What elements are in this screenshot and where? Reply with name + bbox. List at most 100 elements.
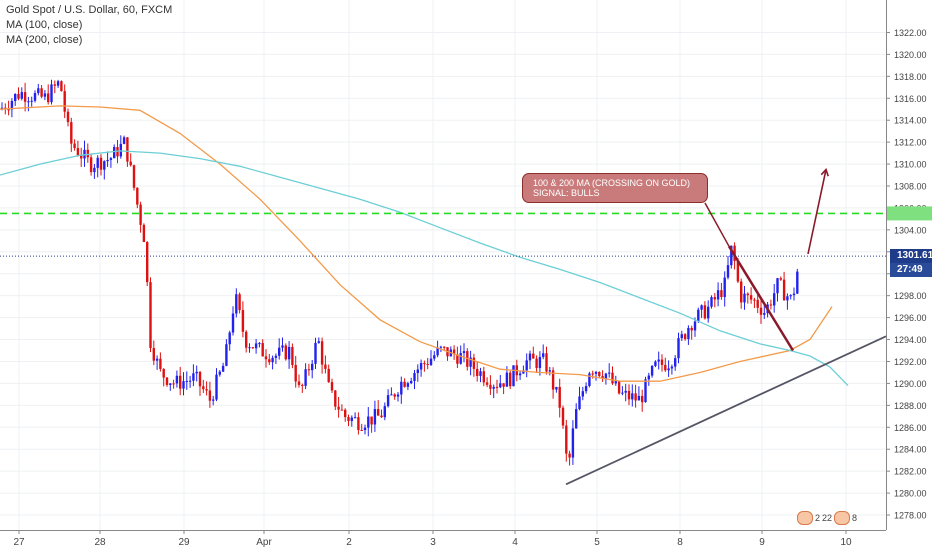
candle-bear (370, 416, 373, 425)
candle-bear (561, 407, 565, 426)
candle-bear (251, 347, 254, 349)
y-tick-label: 1286.00 (894, 423, 927, 433)
candle-bear (307, 369, 311, 371)
candle-bear (76, 148, 80, 156)
candle-bull (419, 363, 423, 370)
candle-bull (631, 393, 634, 400)
candle-bull (390, 394, 393, 396)
candle-bull (614, 381, 617, 384)
candle-bull (459, 353, 462, 364)
candle-bull (608, 372, 611, 374)
candle-bear (53, 84, 56, 86)
candle-bear (664, 364, 667, 371)
candle-bull (195, 371, 198, 374)
candle-bull (763, 313, 766, 315)
y-tick-label: 1280.00 (894, 489, 927, 499)
candle-bull (436, 347, 439, 356)
candle-bear (380, 415, 383, 418)
candle-bear (360, 429, 363, 431)
legend-ma100: MA (100, close) (6, 19, 83, 31)
candle-bull (654, 361, 657, 366)
candle-bear (320, 341, 324, 365)
flag-icon[interactable] (834, 511, 851, 525)
candle-bear (172, 383, 175, 385)
candle-bear (703, 305, 707, 319)
candle-bull (525, 360, 528, 371)
x-tick-label: 2 (346, 537, 352, 548)
candle-bull (212, 399, 215, 401)
candle-bear (334, 390, 337, 407)
bottom-badges: 2 22 8 (797, 510, 857, 526)
candle-bull (27, 101, 30, 103)
candle-bull (254, 343, 258, 349)
candle-bull (413, 373, 416, 382)
y-tick-label: 1294.00 (894, 335, 927, 345)
candle-bear (611, 372, 614, 384)
candle-bull (386, 395, 390, 407)
candle-bull (650, 365, 654, 376)
candle-bull (538, 356, 542, 368)
candle-bull (644, 379, 647, 403)
candle-bull (304, 369, 307, 386)
y-tick-label: 1312.00 (894, 138, 927, 148)
candle-bull (43, 93, 47, 97)
flag-icon[interactable] (797, 511, 813, 525)
candle-bear (136, 187, 139, 205)
candle-bear (495, 386, 499, 388)
candle-bull (571, 428, 575, 458)
candle-bear (126, 137, 129, 162)
candle-bear (297, 381, 301, 385)
candle-bull (773, 293, 776, 306)
annotation-connector (704, 202, 730, 247)
candle-bear (591, 373, 594, 375)
candle-bear (660, 359, 664, 365)
candle-bull (248, 347, 251, 349)
candle-bear (245, 331, 248, 348)
candle-bear (159, 358, 162, 369)
candle-bull (584, 385, 588, 392)
bullish-arrow-shaft (807, 169, 827, 255)
support-trendline (565, 335, 887, 486)
candle-bear (162, 368, 165, 378)
annotation-line-1: 100 & 200 MA (CROSSING ON GOLD) (533, 178, 691, 188)
candle-bull (37, 88, 40, 94)
candle-bear (152, 348, 155, 361)
bullish-arrow-head (820, 168, 829, 177)
badge-count-3: 8 (852, 513, 858, 523)
candle-bull (776, 278, 779, 294)
badge-count-1: 2 (815, 513, 821, 523)
candle-bull (707, 306, 710, 319)
candle-bear (149, 282, 152, 349)
candle-bear (142, 224, 146, 243)
candle-bear (627, 390, 631, 400)
candle-bear (472, 357, 476, 369)
candle-bull (667, 368, 670, 371)
y-tick-label: 1320.00 (894, 50, 927, 60)
candle-bull (647, 375, 650, 380)
candle-bull (555, 386, 558, 390)
candle-bull (281, 345, 284, 348)
candle-bull (169, 383, 172, 385)
last-price-label: 1301.61 (890, 249, 932, 264)
candle-bull (693, 321, 697, 331)
candle-bear (198, 371, 202, 387)
candle-bear (782, 279, 786, 301)
candle-bear (238, 294, 241, 311)
candle-bull (786, 296, 789, 301)
candle-bear (485, 382, 489, 385)
y-tick-label: 1284.00 (894, 445, 927, 455)
candle-bear (7, 109, 10, 111)
candle-bull (271, 357, 274, 363)
x-tick-label: 8 (677, 537, 683, 548)
candle-bull (469, 357, 472, 367)
candle-bear (340, 409, 344, 411)
candle-bull (700, 305, 703, 310)
candle-bull (674, 358, 677, 367)
candle-bear (73, 143, 76, 149)
candle-bear (634, 393, 637, 401)
candle-bull (575, 409, 578, 429)
candle-bull (185, 380, 188, 382)
candle-bull (479, 371, 482, 376)
candle-bull (624, 390, 627, 393)
